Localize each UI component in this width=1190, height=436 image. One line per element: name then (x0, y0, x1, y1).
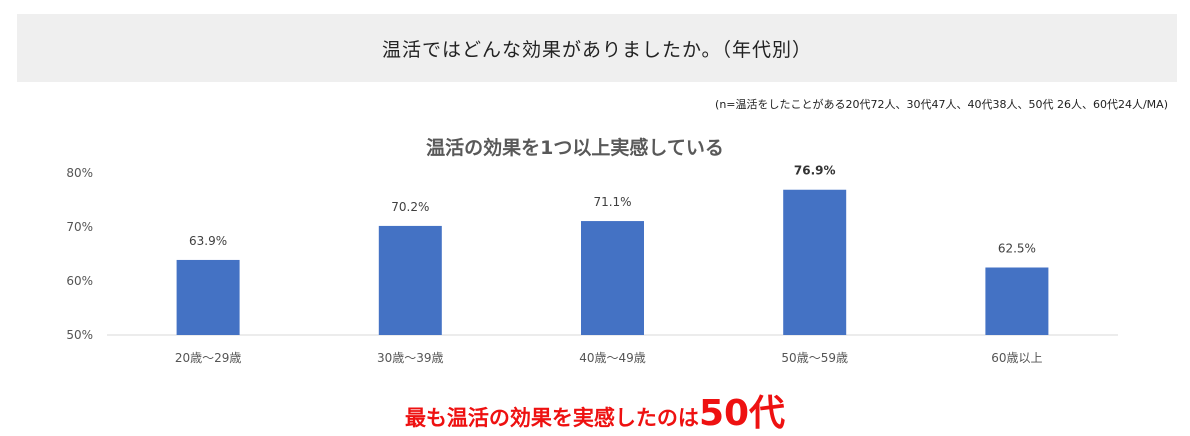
bar (783, 189, 847, 335)
conclusion-lead: 最も温活の効果を実感したのは (404, 406, 699, 430)
y-tick-label: 50% (66, 328, 93, 342)
data-label: 63.9% (189, 234, 227, 248)
bar (985, 267, 1049, 335)
y-tick-label: 70% (66, 220, 93, 234)
x-tick-label: 30歳〜39歳 (377, 351, 444, 365)
x-tick-label: 60歳以上 (991, 351, 1042, 365)
question-header: 温活ではどんな効果がありましたか。（年代別） (17, 14, 1177, 82)
sample-note: (n=温活をしたことがある20代72人、30代47人、40代38人、50代 26… (715, 98, 1168, 111)
data-label: 70.2% (391, 200, 429, 214)
bar (176, 259, 240, 335)
bar (581, 221, 644, 335)
x-tick-label: 40歳〜49歳 (579, 351, 646, 365)
y-tick-label: 80% (66, 166, 93, 180)
y-tick-label: 60% (66, 274, 93, 288)
bar (378, 225, 442, 335)
x-tick-label: 20歳〜29歳 (175, 351, 242, 365)
data-label: 76.9% (794, 164, 836, 178)
x-tick-label: 50歳〜59歳 (781, 351, 848, 365)
question-title: 温活ではどんな効果がありましたか。（年代別） (381, 38, 813, 61)
conclusion-text: 最も温活の効果を実感したのは50代 (0, 384, 1190, 436)
conclusion-emphasis: 50代 (698, 393, 786, 434)
data-label: 71.1% (593, 195, 631, 209)
data-label: 62.5% (998, 242, 1036, 256)
chart-title: 温活の効果を1つ以上実感している (426, 136, 724, 159)
bar-chart: 温活の効果を1つ以上実感している 50% 60% 70% 80% 63.9% 20歳〜29歳… (0, 120, 1190, 370)
bar-chart-svg: 温活の効果を1つ以上実感している 50% 60% 70% 80% 63.9% 20歳〜29歳… (66, 136, 1118, 365)
